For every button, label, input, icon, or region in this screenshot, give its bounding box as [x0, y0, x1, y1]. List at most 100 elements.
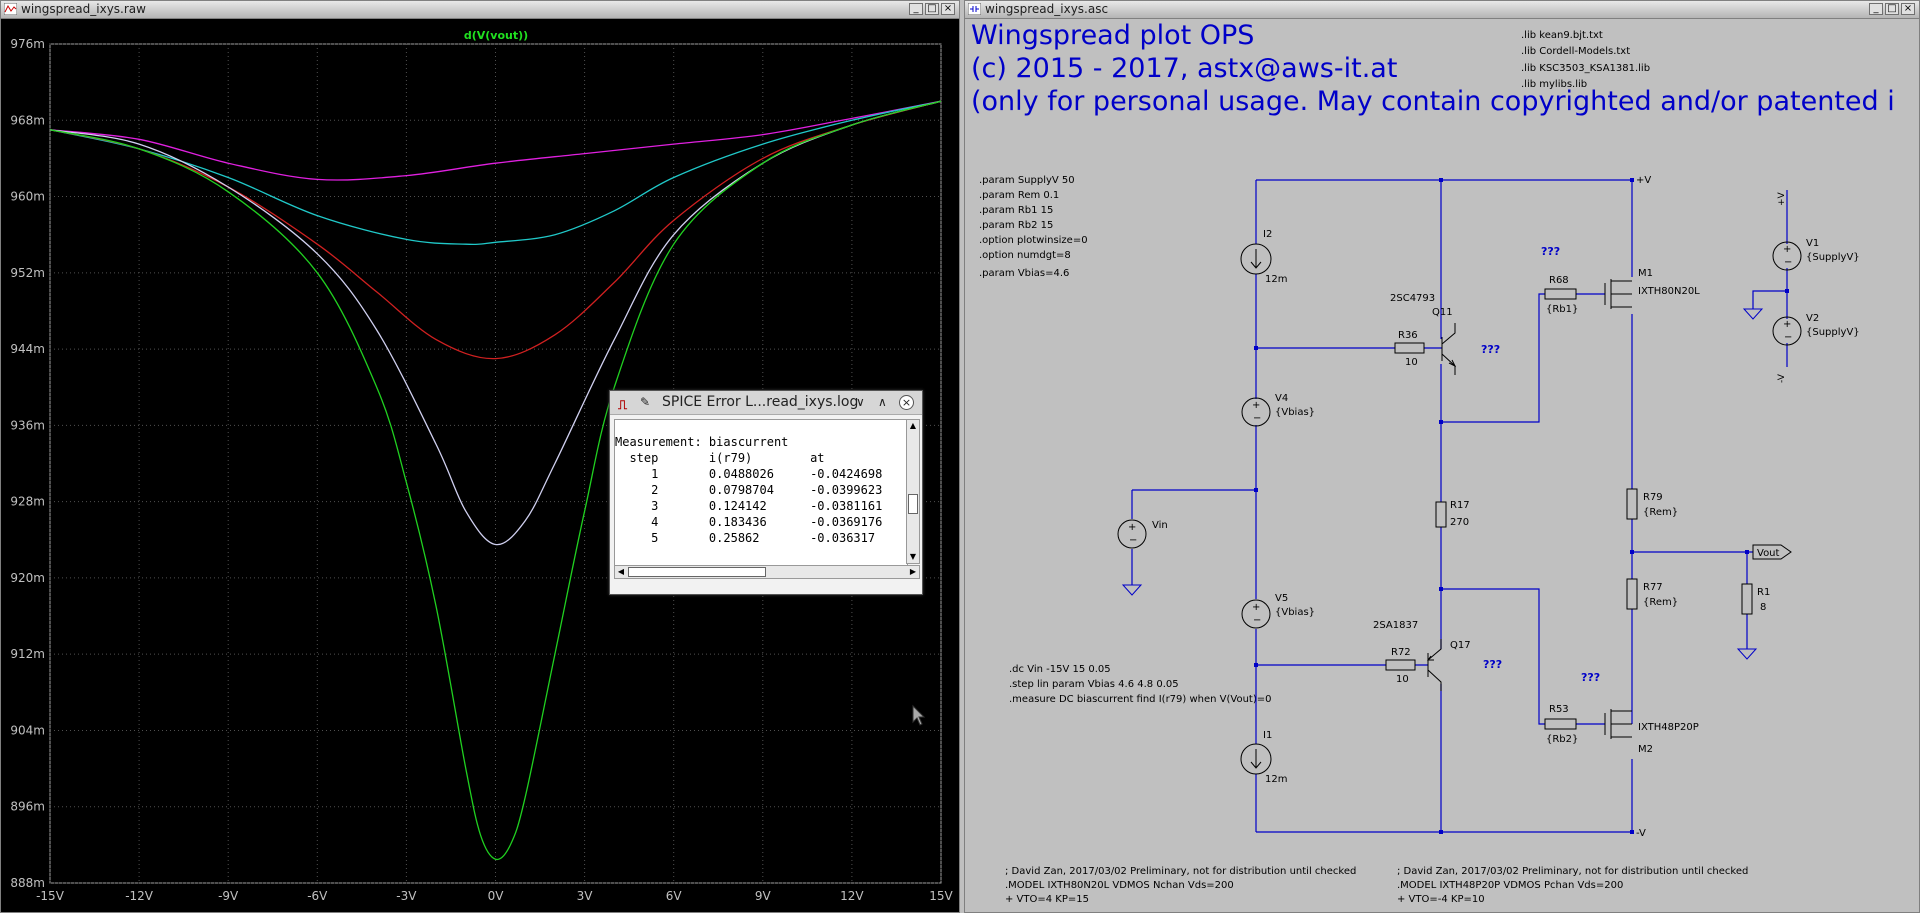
minimize-button[interactable]: _	[909, 3, 923, 15]
scroll-thumb[interactable]	[628, 567, 766, 577]
mosfet-m1[interactable]: M1 IXTH80N20L	[1604, 268, 1700, 309]
voltage-source-v4[interactable]: + − V4 {Vbias}	[1241, 393, 1315, 427]
schematic-heading-1: Wingspread plot OPS	[971, 20, 1254, 51]
error-log-text[interactable]: Measurement: biascurrent step i(r79) at …	[614, 419, 908, 566]
resistor-r53[interactable]: R53 {Rb2}	[1544, 704, 1578, 745]
maximize-button[interactable]: □	[925, 3, 939, 15]
schematic-window-titlebar[interactable]: wingspread_ixys.asc _ □ ×	[965, 1, 1919, 19]
chevron-up-icon[interactable]: ∧	[878, 395, 887, 409]
resistor-r36[interactable]: R36 10	[1394, 330, 1425, 368]
trace-series-5	[49, 100, 942, 861]
x-axis-ticks: -15V -12V -9V -6V -3V 0V 3V 6V 9V 12V 15V	[36, 889, 953, 903]
mosfet-m2[interactable]: IXTH48P20P M2	[1604, 709, 1699, 755]
scroll-right-arrow[interactable]: ▶	[909, 567, 917, 576]
i1-value: 12m	[1265, 774, 1287, 785]
r77-label: R77	[1643, 582, 1663, 593]
vout-port[interactable]: Vout	[1752, 544, 1792, 560]
trace-label[interactable]: d(V(vout))	[464, 29, 528, 42]
scroll-up-arrow[interactable]: ▲	[909, 421, 917, 430]
resistor-r77[interactable]: R77 {Rem}	[1626, 578, 1678, 610]
vertical-scrollbar[interactable]: ▲ ▼	[906, 419, 920, 564]
trace-series-2	[49, 100, 942, 245]
param-line: .param Vbias=4.6	[979, 268, 1069, 279]
resistor-r72[interactable]: R72 10	[1385, 647, 1416, 685]
svg-text:−: −	[1129, 535, 1137, 546]
v4-value: {Vbias}	[1275, 407, 1315, 418]
r72-label: R72	[1391, 647, 1411, 658]
v2-value: {SupplyV}	[1806, 327, 1860, 338]
chevron-down-icon[interactable]: ∨	[856, 395, 865, 409]
model-line: + VTO=4 KP=15	[1005, 894, 1089, 905]
svg-text:−: −	[1784, 332, 1792, 343]
horizontal-scrollbar[interactable]: ◀ ▶	[614, 565, 920, 579]
transistor-q17[interactable]: 2SA1837 Q17	[1373, 620, 1471, 691]
transistor-q11[interactable]: 2SC4793 Q11	[1390, 293, 1457, 375]
svg-text:−: −	[1784, 257, 1792, 268]
v1-value: {SupplyV}	[1806, 252, 1860, 263]
svg-text:+: +	[1783, 319, 1791, 330]
v1-label: V1	[1806, 238, 1819, 249]
param-line: .option numdgt=8	[979, 250, 1071, 261]
param-line: .option plotwinsize=0	[979, 235, 1088, 246]
plot-window-titlebar[interactable]: wingspread_ixys.raw _ □ ×	[1, 1, 959, 19]
schematic-wires	[1131, 179, 1788, 833]
y-tick-label: 896m	[10, 800, 45, 814]
scroll-down-arrow[interactable]: ▼	[909, 552, 917, 561]
close-button[interactable]: ×	[1901, 3, 1915, 15]
maximize-button[interactable]: □	[1885, 3, 1899, 15]
minimize-button[interactable]: _	[1869, 3, 1883, 15]
log-row: 2 0.0798704 -0.0399623	[615, 483, 883, 497]
error-log-titlebar[interactable]: ⎍ ✎ SPICE Error L...read_ixys.log ∨ ∧ ×	[610, 391, 922, 415]
x-tick-label: 12V	[840, 889, 864, 903]
plot-grid	[49, 43, 942, 884]
r68-label: R68	[1549, 275, 1569, 286]
pin-icon[interactable]: ✎	[640, 395, 651, 409]
x-tick-label: -3V	[396, 889, 417, 903]
rail-label-plus: +V	[1777, 191, 1787, 206]
voltage-source-vin[interactable]: + − Vin	[1117, 519, 1168, 596]
log-row: 3 0.124142 -0.0381161	[615, 499, 883, 513]
scroll-thumb[interactable]	[908, 494, 918, 514]
voltage-source-v5[interactable]: + − V5 {Vbias}	[1241, 593, 1315, 629]
resistor-r68[interactable]: R68 {Rb1}	[1544, 275, 1578, 315]
close-icon[interactable]: ×	[899, 395, 914, 410]
r72-value: 10	[1396, 674, 1409, 685]
resistor-r79[interactable]: R79 {Rem}	[1626, 488, 1678, 520]
resistor-r17[interactable]: R17 270	[1435, 500, 1470, 528]
x-tick-label: -12V	[125, 889, 154, 903]
voltage-source-v2[interactable]: + − V2 {SupplyV}	[1772, 313, 1860, 346]
v4-label: V4	[1275, 393, 1288, 404]
analysis-directives: .dc Vin -15V 15 0.05 .step lin param Vbi…	[1009, 664, 1272, 705]
param-line: .param SupplyV 50	[979, 175, 1075, 186]
y-axis-ticks: 976m 968m 960m 952m 944m 936m 928m 920m 912m 904m…	[10, 37, 45, 890]
ground-icon	[1742, 308, 1764, 320]
spice-error-log-window[interactable]: ⎍ ✎ SPICE Error L...read_ixys.log ∨ ∧ × …	[609, 390, 923, 595]
mouse-cursor-icon	[912, 704, 926, 726]
close-button[interactable]: ×	[941, 3, 955, 15]
lib-line: .lib Cordell-Models.txt	[1521, 46, 1630, 57]
y-tick-label: 912m	[10, 647, 45, 661]
scroll-left-arrow[interactable]: ◀	[617, 567, 625, 576]
error-log-title: SPICE Error L...read_ixys.log	[662, 394, 859, 410]
current-source-i2[interactable]: I2 12m	[1240, 229, 1287, 285]
schematic-canvas[interactable]: Wingspread plot OPS (c) 2015 - 2017, ast…	[965, 19, 1919, 912]
voltage-source-v1[interactable]: + − V1 {SupplyV}	[1772, 238, 1860, 271]
m1-model: IXTH80N20L	[1638, 286, 1700, 297]
resistor-r1[interactable]: R1 8	[1741, 583, 1770, 615]
junction-dots	[1254, 178, 1789, 834]
current-source-i1[interactable]: I1 12m	[1240, 730, 1287, 785]
q11-label: Q11	[1432, 307, 1453, 318]
y-tick-label: 976m	[10, 37, 45, 51]
trace-series-4	[49, 100, 942, 546]
schematic-window: wingspread_ixys.asc _ □ × Wingspread plo…	[964, 0, 1920, 913]
y-tick-label: 960m	[10, 190, 45, 204]
log-columns: step i(r79) at	[615, 451, 825, 465]
r79-label: R79	[1643, 492, 1663, 503]
param-directives: .param SupplyV 50 .param Rem 0.1 .param …	[979, 175, 1088, 279]
schematic-heading-3: (only for personal usage. May contain co…	[971, 86, 1895, 117]
log-row: 1 0.0488026 -0.0424698	[615, 467, 883, 481]
vout-label: Vout	[1757, 548, 1780, 559]
x-tick-label: -6V	[307, 889, 328, 903]
y-tick-label: 968m	[10, 113, 45, 127]
v2-label: V2	[1806, 313, 1819, 324]
